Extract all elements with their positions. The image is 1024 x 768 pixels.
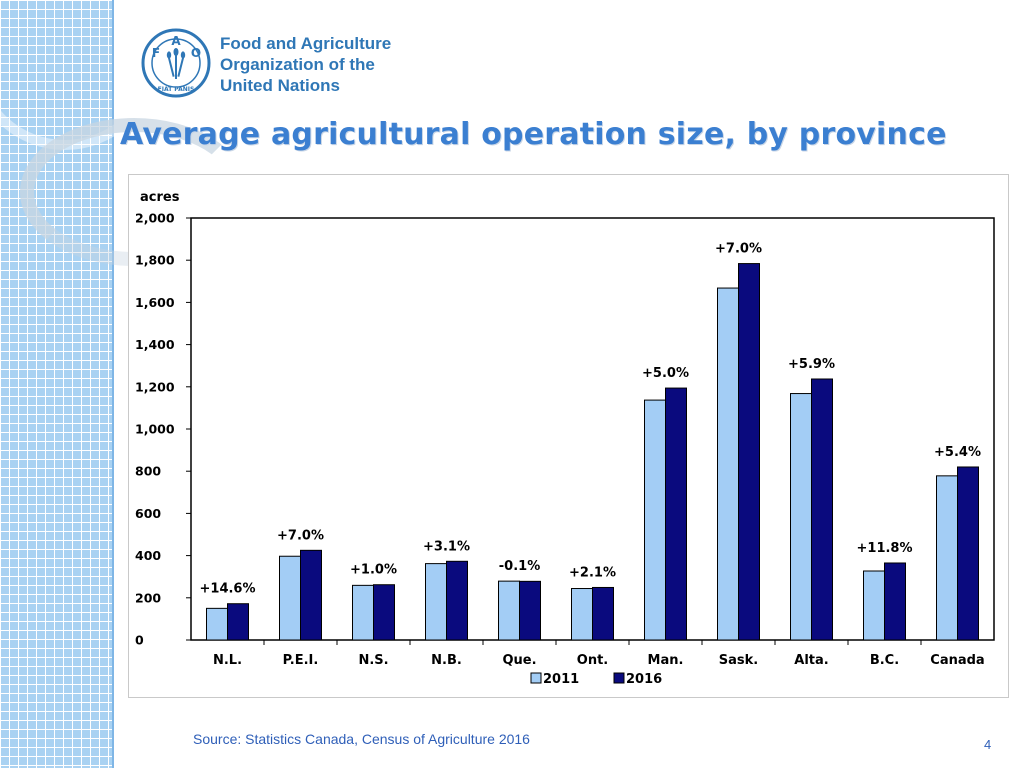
legend-swatch (613, 672, 625, 684)
slide-title: Average agricultural operation size, by … (120, 117, 947, 152)
chart-frame (128, 174, 1009, 698)
logo-letter-a: A (171, 34, 181, 48)
data-label: +11.8% (857, 541, 913, 556)
organization-name: Food and Agriculture Organization of the… (220, 33, 391, 96)
organization-name-line: United Nations (220, 76, 340, 95)
organization-name-line: Organization of the (220, 55, 375, 74)
legend-swatch (530, 672, 542, 684)
bar-2016 (665, 387, 687, 641)
data-label: +3.1% (423, 539, 470, 554)
y-tick-label: 1,400 (135, 337, 175, 352)
organization-name-line: Food and Agriculture (220, 34, 392, 53)
bar-2011 (863, 570, 885, 641)
bar-2016 (446, 560, 468, 641)
bar-2011 (790, 393, 812, 641)
page-number: 4 (984, 737, 992, 752)
data-label: +5.4% (934, 445, 981, 460)
bar-2011 (279, 555, 301, 641)
y-axis-label: acres (140, 190, 180, 205)
data-label: +2.1% (569, 565, 616, 580)
y-tick-label: 600 (135, 506, 161, 521)
y-tick-label: 2,000 (135, 211, 175, 226)
x-tick-label: Canada (930, 653, 984, 668)
y-tick-label: 1,600 (135, 295, 175, 310)
data-label: -0.1% (499, 559, 540, 574)
y-tick-label: 200 (135, 590, 161, 605)
bar-2016 (884, 562, 906, 641)
legend-label: 2016 (626, 672, 662, 687)
y-tick-label: 1,200 (135, 379, 175, 394)
bar-2011 (936, 475, 958, 641)
bar-2011 (644, 399, 666, 641)
data-label: +14.6% (200, 582, 256, 597)
fao-logo-icon: F A O FIAT PANIS (141, 28, 211, 98)
y-tick-label: 400 (135, 548, 161, 563)
data-label: +7.0% (715, 242, 762, 257)
logo-motto: FIAT PANIS (158, 86, 195, 93)
x-tick-label: N.L. (213, 653, 242, 668)
bar-2016 (227, 603, 249, 641)
bar-2011 (352, 584, 374, 641)
y-tick-label: 800 (135, 464, 161, 479)
logo-letter-o: O (191, 46, 201, 60)
x-tick-label: Que. (502, 653, 536, 668)
bar-2011 (571, 588, 593, 641)
y-tick-label: 1,800 (135, 253, 175, 268)
bar-2011 (206, 607, 228, 641)
bar-2016 (373, 584, 395, 641)
x-tick-label: Man. (648, 653, 684, 668)
y-tick-label: 1,000 (135, 422, 175, 437)
bar-2016 (519, 580, 541, 641)
data-label: +5.9% (788, 357, 835, 372)
bar-2016 (738, 263, 760, 641)
x-tick-label: Alta. (794, 653, 828, 668)
y-tick-label: 0 (135, 633, 144, 648)
bar-2016 (592, 586, 614, 641)
legend-label: 2011 (543, 672, 579, 687)
bar-2016 (957, 466, 979, 641)
x-tick-label: P.E.I. (283, 653, 319, 668)
bar-2016 (300, 549, 322, 641)
x-tick-label: N.S. (358, 653, 388, 668)
bar-2016 (811, 378, 833, 641)
logo-letter-f: F (152, 46, 160, 60)
bar-2011 (717, 287, 739, 641)
bar-chart: acres 0 200 400 600 800 1,000 1,200 1,400 1,600 1,… (135, 190, 995, 687)
source-note: Source: Statistics Canada, Census of Agr… (193, 731, 530, 747)
x-tick-label: Ont. (577, 653, 608, 668)
bar-2011 (425, 563, 447, 641)
x-tick-label: B.C. (870, 653, 899, 668)
data-label: +5.0% (642, 366, 689, 381)
data-label: +7.0% (277, 528, 324, 543)
x-tick-label: N.B. (431, 653, 462, 668)
x-tick-label: Sask. (719, 653, 758, 668)
data-label: +1.0% (350, 563, 397, 578)
bar-2011 (498, 580, 520, 641)
